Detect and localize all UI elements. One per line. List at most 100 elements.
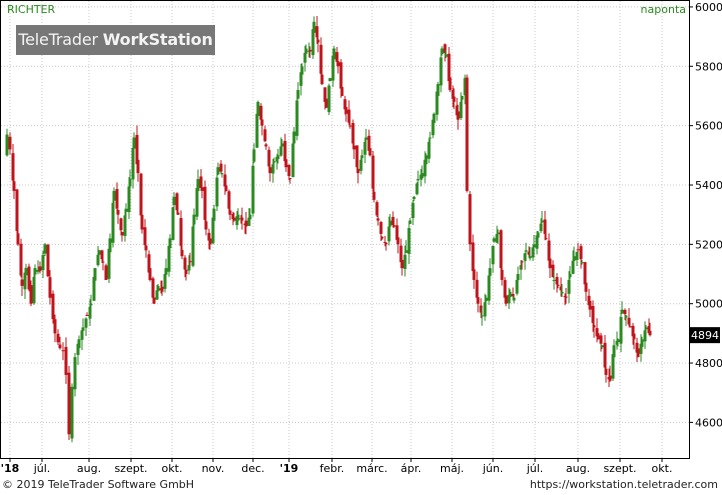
candle-up	[484, 297, 488, 302]
candle-up	[388, 220, 392, 227]
candle-down	[139, 173, 143, 216]
x-tick-label: szept.	[114, 462, 147, 475]
candle-up	[196, 179, 200, 191]
candle-down	[207, 232, 211, 241]
candle-up	[572, 256, 576, 262]
candle-up	[519, 265, 523, 270]
candle-down	[183, 257, 187, 270]
y-tick-label: 5200	[695, 238, 722, 251]
candle-down	[475, 279, 479, 298]
candle-down	[184, 269, 188, 275]
candle-down	[135, 134, 139, 165]
candle-down	[316, 39, 320, 43]
y-axis: 4600 4800 5000 5200 5400 5600 5800 6000	[689, 1, 722, 429]
x-tick-label: júl.	[526, 462, 544, 475]
candle-up	[480, 315, 484, 317]
candle-down	[339, 62, 343, 89]
candle-up	[23, 272, 27, 290]
candle-down	[104, 265, 108, 280]
candle-down	[527, 251, 531, 255]
candle-down	[352, 145, 356, 150]
candle-down	[468, 194, 472, 245]
candle-down	[8, 136, 12, 150]
candle-down	[623, 309, 627, 315]
x-tick-label: máj.	[440, 462, 464, 475]
candle-down	[500, 269, 504, 280]
candle-up	[195, 187, 199, 217]
watermark-product: WorkStation	[102, 30, 213, 49]
candle-down	[344, 107, 348, 114]
candle-down	[547, 240, 551, 261]
candle-up	[291, 143, 295, 178]
candle-up	[416, 179, 420, 181]
candle-up	[459, 101, 463, 119]
candle-up	[123, 215, 127, 236]
x-tick-label: márc.	[356, 462, 387, 475]
candle-down	[595, 328, 599, 337]
candle-down	[48, 277, 52, 298]
candle-down	[223, 174, 227, 187]
candle-up	[132, 137, 136, 149]
candle-up	[619, 317, 623, 344]
candle-up	[279, 146, 283, 156]
candle-down	[268, 167, 272, 174]
candle-down	[335, 52, 339, 62]
candle-down	[200, 187, 204, 191]
candle-up	[643, 330, 647, 342]
candle-down	[395, 225, 399, 240]
candle-down	[219, 163, 223, 172]
last-value-label: 4894	[691, 329, 719, 342]
candle-down	[160, 286, 164, 292]
candle-up	[528, 256, 532, 259]
candle-down	[58, 344, 62, 349]
candle-up	[124, 208, 128, 212]
candle-down	[15, 189, 19, 231]
candle-up	[96, 254, 100, 266]
candle-down	[648, 330, 652, 336]
candle-up	[512, 297, 516, 301]
candle-down	[284, 159, 288, 168]
candle-up	[483, 302, 487, 317]
candle-up	[620, 309, 624, 314]
symbol-label: RICHTER	[7, 3, 56, 16]
candle-up	[615, 340, 619, 345]
candle-up	[515, 279, 519, 294]
candle-down	[452, 96, 456, 102]
x-tick-label: jún.	[482, 462, 504, 475]
candle-down	[455, 105, 459, 116]
candle-up	[552, 279, 556, 281]
candle-down	[287, 164, 291, 177]
y-tick-label: 4600	[695, 416, 722, 429]
candlestick-series	[5, 16, 652, 443]
candle-up	[444, 54, 448, 57]
candle-up	[299, 72, 303, 86]
candle-up	[216, 167, 220, 175]
x-tick-label: dec.	[241, 462, 264, 475]
candle-up	[427, 141, 431, 159]
candle-down	[504, 295, 508, 304]
candle-up	[415, 183, 419, 195]
candle-up	[211, 217, 215, 244]
candle-up	[92, 276, 96, 301]
last-value-box	[690, 327, 720, 344]
candle-down	[143, 227, 147, 246]
candle-up	[540, 220, 544, 223]
candle-down	[556, 284, 560, 286]
candle-down	[264, 144, 268, 147]
website-link[interactable]: https://workstation.teletrader.com	[529, 478, 718, 491]
candle-up	[624, 315, 628, 318]
candle-down	[19, 243, 23, 276]
candle-up	[332, 48, 336, 60]
candle-up	[41, 255, 45, 271]
candle-up	[296, 90, 300, 99]
candle-up	[495, 233, 499, 243]
candle-up	[32, 276, 36, 304]
candle-down	[16, 233, 20, 245]
candle-down	[67, 372, 71, 435]
candle-up	[171, 207, 175, 240]
candle-down	[627, 317, 631, 325]
candle-down	[559, 286, 563, 291]
candle-up	[524, 250, 528, 252]
